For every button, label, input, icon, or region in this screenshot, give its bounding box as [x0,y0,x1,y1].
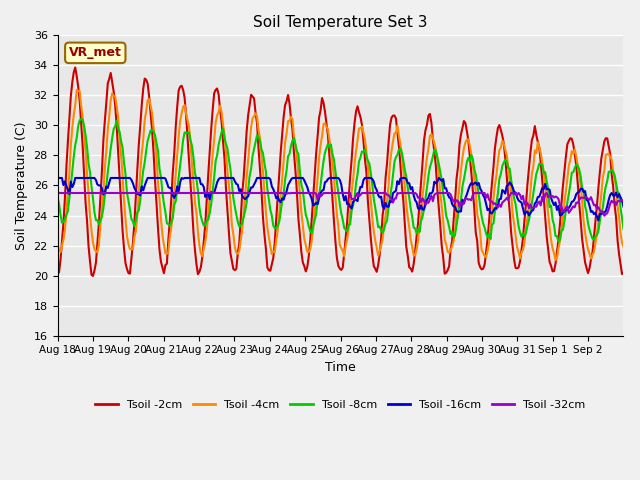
Tsoil -8cm [346,222,354,228]
Tsoil -4cm [620,244,627,250]
Tsoil -16cm [73,175,81,181]
Tsoil -8cm [459,183,467,189]
Tsoil -16cm [457,209,465,215]
Tsoil -8cm [92,217,100,223]
Tsoil -2cm [54,272,61,277]
Tsoil -8cm [618,215,626,221]
Tsoil -16cm [541,181,549,187]
Tsoil -4cm [73,87,81,93]
Tsoil -32cm [617,198,625,204]
Tsoil -16cm [91,175,99,181]
X-axis label: Time: Time [325,361,356,374]
Tsoil -8cm [543,178,550,184]
Tsoil -16cm [620,204,627,210]
Tsoil -16cm [54,175,61,181]
Y-axis label: Soil Temperature (C): Soil Temperature (C) [15,121,28,250]
Tsoil -2cm [618,271,626,277]
Tsoil -2cm [89,273,97,279]
Tsoil -32cm [620,199,627,204]
Tsoil -2cm [74,84,82,90]
Tsoil -32cm [345,190,353,196]
Tsoil -32cm [54,190,61,196]
Tsoil -4cm [552,257,559,263]
Tsoil -16cm [345,201,353,206]
Legend: Tsoil -2cm, Tsoil -4cm, Tsoil -8cm, Tsoil -16cm, Tsoil -32cm: Tsoil -2cm, Tsoil -4cm, Tsoil -8cm, Tsoi… [91,395,590,414]
Tsoil -2cm [544,246,552,252]
Tsoil -16cm [595,217,602,223]
Tsoil -4cm [459,155,467,160]
Line: Tsoil -16cm: Tsoil -16cm [58,178,623,220]
Tsoil -2cm [93,240,101,246]
Tsoil -4cm [74,88,82,94]
Tsoil -2cm [620,270,627,276]
Line: Tsoil -2cm: Tsoil -2cm [58,68,623,276]
Tsoil -32cm [600,213,608,218]
Line: Tsoil -8cm: Tsoil -8cm [58,119,623,241]
Text: VR_met: VR_met [69,47,122,60]
Tsoil -8cm [620,226,627,232]
Tsoil -4cm [543,194,550,200]
Tsoil -8cm [555,239,563,244]
Tsoil -16cm [617,194,625,200]
Tsoil -2cm [348,157,355,163]
Tsoil -8cm [73,135,81,141]
Title: Soil Temperature Set 3: Soil Temperature Set 3 [253,15,428,30]
Tsoil -8cm [77,116,85,122]
Line: Tsoil -32cm: Tsoil -32cm [58,193,623,216]
Tsoil -4cm [618,240,626,245]
Tsoil -8cm [54,195,61,201]
Line: Tsoil -4cm: Tsoil -4cm [58,90,623,260]
Tsoil -2cm [460,118,468,124]
Tsoil -32cm [91,190,99,196]
Tsoil -32cm [457,199,465,204]
Tsoil -4cm [92,248,100,254]
Tsoil -4cm [54,241,61,247]
Tsoil -32cm [541,192,549,197]
Tsoil -32cm [73,190,81,196]
Tsoil -4cm [346,209,354,215]
Tsoil -2cm [72,65,79,71]
